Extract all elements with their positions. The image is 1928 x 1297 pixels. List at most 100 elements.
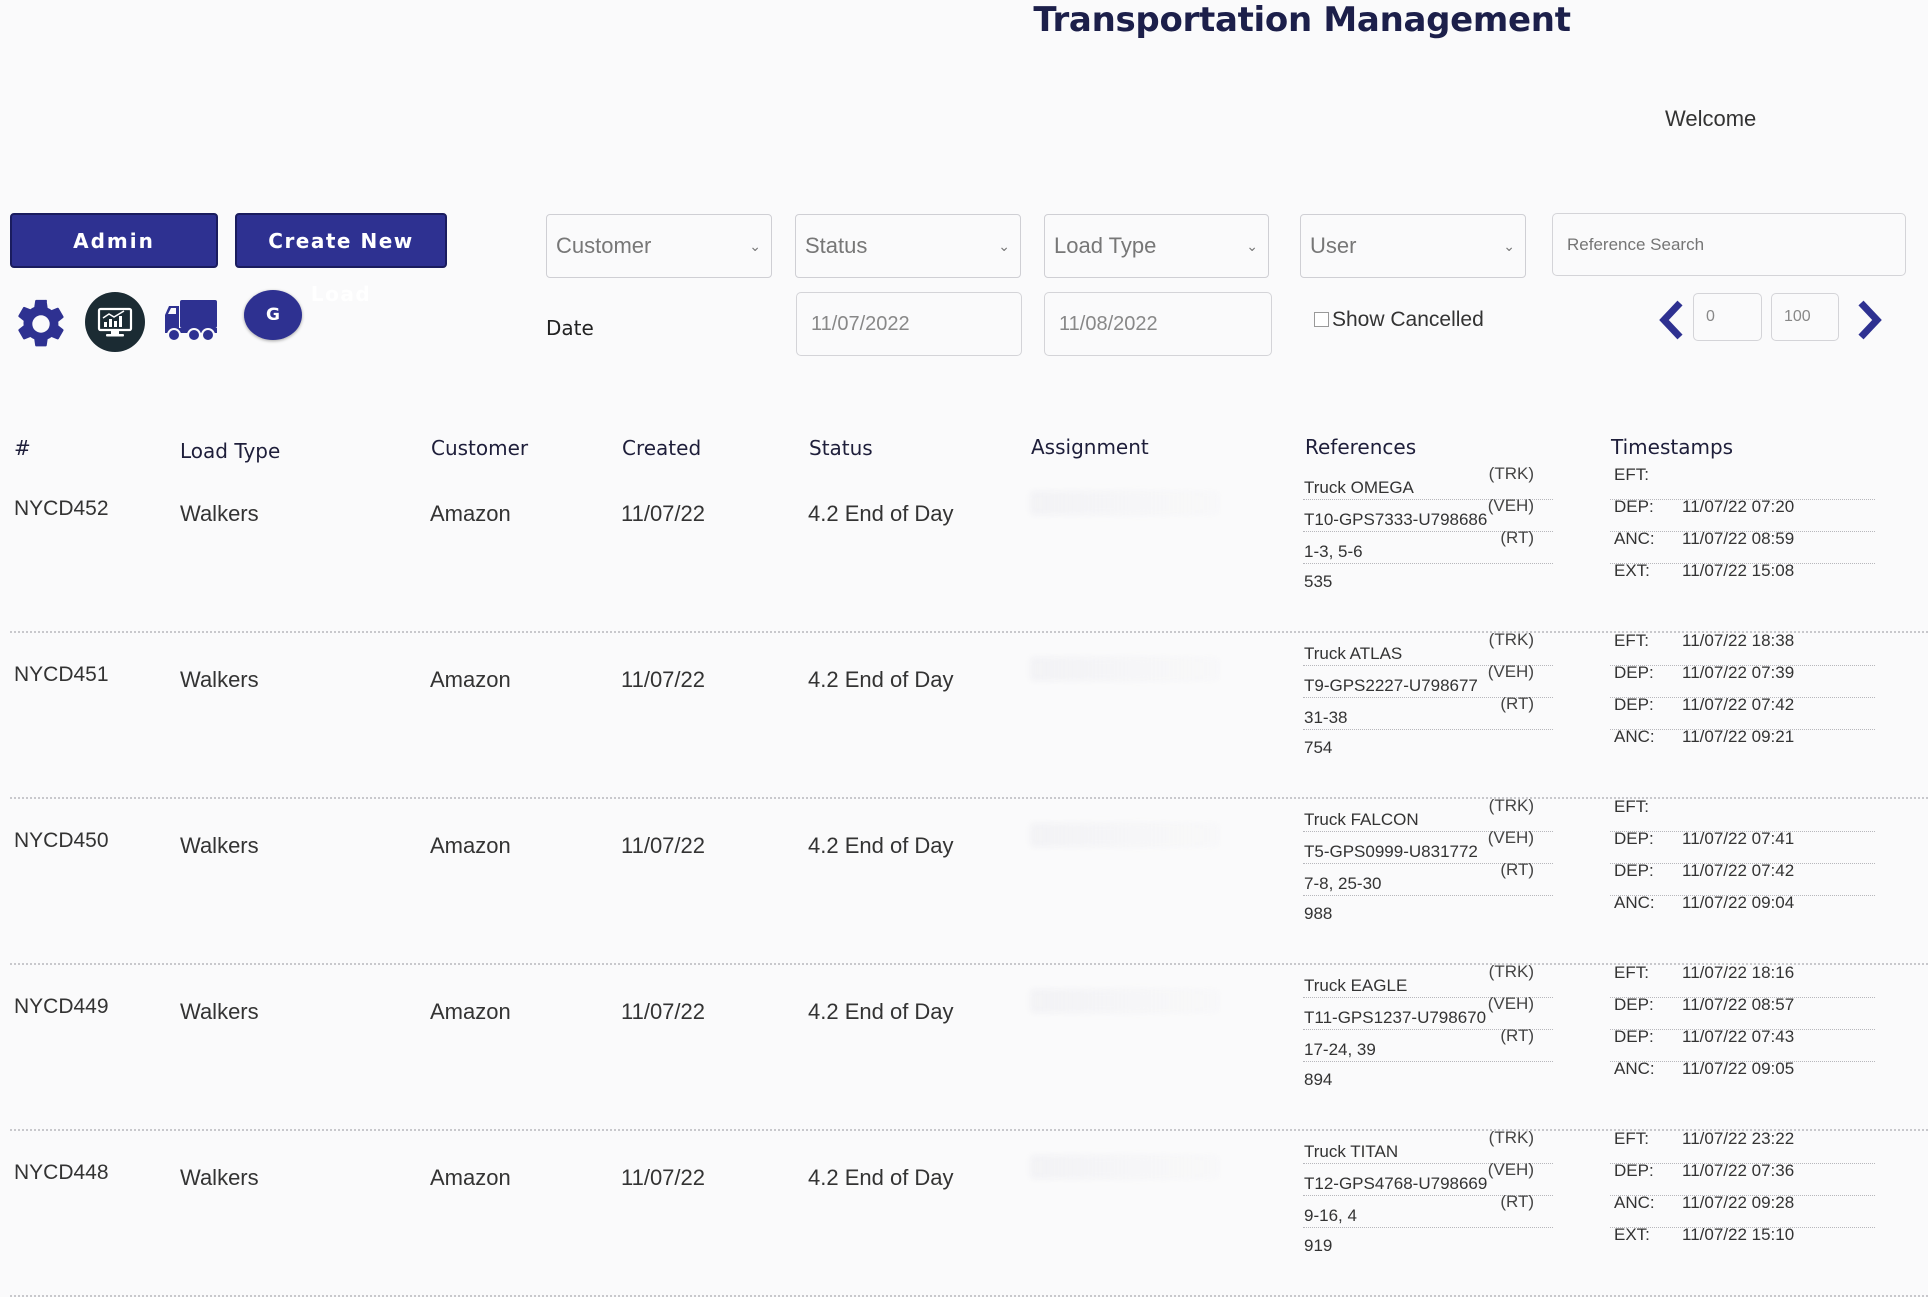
reference-line: T11-GPS1237-U798670 (VEH) [1303,994,1553,1030]
reference-tag: (VEH) [1487,1160,1534,1179]
reference-value: 9-16, 4 [1304,1206,1357,1225]
row-load-type: Walkers [180,999,259,1024]
row-customer: Amazon [430,501,511,526]
reference-line: 31-38 (RT) [1303,694,1553,730]
row-divider [10,797,1928,799]
admin-button[interactable]: Admin [10,213,218,268]
timestamp-value: 11/07/22 15:08 [1682,561,1795,580]
table-row[interactable]: NYCD448 Walkers Amazon 11/07/22 4.2 End of D… [0,1128,1928,1297]
create-new-load-button[interactable]: Create New Load [235,213,447,306]
chevron-left-icon[interactable] [1656,298,1686,342]
row-status: 4.2 End of Day [808,999,954,1024]
row-status: 4.2 End of Day [808,1165,954,1190]
row-customer: Amazon [430,833,511,858]
timestamp-line: ANC: 11/07/22 08:59 [1610,529,1875,564]
table-row[interactable]: NYCD449 Walkers Amazon 11/07/22 4.2 End of D… [0,962,1928,1131]
reference-line: 7-8, 25-30 (RT) [1303,860,1553,896]
reference-value: 17-24, 39 [1304,1040,1376,1059]
page-start-input[interactable] [1693,293,1762,341]
chevron-down-icon: ⌄ [1246,238,1258,254]
timestamp-line: ANC: 11/07/22 09:28 [1610,1193,1875,1228]
row-id[interactable]: NYCD448 [14,1161,109,1184]
reference-line: T12-GPS4768-U798669 (VEH) [1303,1160,1553,1196]
customer-select-label: Customer [556,233,652,258]
reference-tag: (TRK) [1488,464,1534,483]
reference-value: Truck EAGLE [1304,976,1408,995]
timestamp-value: 11/07/22 09:28 [1682,1193,1795,1212]
reference-value: Truck ATLAS [1304,644,1403,663]
reference-tag: (RT) [1500,694,1534,713]
reference-value: T10-GPS7333-U798686 [1304,510,1488,529]
timestamp-value: 11/07/22 07:39 [1682,663,1795,682]
row-assignment-redacted [1030,1155,1220,1179]
reference-value: T12-GPS4768-U798669 [1304,1174,1488,1193]
welcome-text: Welcome [1665,106,1757,131]
timestamp-key: EXT: [1614,1225,1650,1244]
chevron-right-icon[interactable] [1855,298,1885,342]
header-id: # [14,436,31,460]
load-type-select[interactable]: Load Type ⌄ [1044,214,1269,278]
date-from-input[interactable] [796,292,1022,356]
gear-icon[interactable] [12,295,70,353]
row-id[interactable]: NYCD450 [14,829,109,852]
reference-line: Truck TITAN (TRK) [1303,1128,1553,1164]
reference-line: Truck OMEGA (TRK) [1303,464,1553,500]
reference-line: Truck FALCON (TRK) [1303,796,1553,832]
status-select[interactable]: Status ⌄ [795,214,1021,278]
timestamp-line: ANC: 11/07/22 09:21 [1610,727,1875,761]
load-type-select-label: Load Type [1054,233,1157,258]
reference-line: T5-GPS0999-U831772 (VEH) [1303,828,1553,864]
timestamp-key: DEP: [1614,829,1654,848]
timestamp-key: ANC: [1614,893,1655,912]
timestamp-key: EFT: [1614,631,1649,650]
row-load-type: Walkers [180,667,259,692]
reference-extra: 894 [1304,1070,1333,1089]
user-avatar-button[interactable]: G [244,290,302,340]
customer-select[interactable]: Customer ⌄ [546,214,772,278]
show-cancelled-checkbox[interactable] [1314,312,1329,327]
row-divider [10,963,1928,965]
reference-tag: (TRK) [1488,796,1534,815]
reference-value: 7-8, 25-30 [1304,874,1382,893]
date-to-input[interactable] [1044,292,1272,356]
reference-search-input[interactable] [1552,213,1906,276]
row-status: 4.2 End of Day [808,667,954,692]
table-row[interactable]: NYCD452 Walkers Amazon 11/07/22 4.2 End of D… [0,464,1928,633]
table-row[interactable]: NYCD450 Walkers Amazon 11/07/22 4.2 End of D… [0,796,1928,965]
chevron-down-icon: ⌄ [1503,238,1515,254]
row-created: 11/07/22 [621,501,706,526]
row-id[interactable]: NYCD449 [14,995,109,1018]
header-load-type: Load Type [180,439,281,463]
reference-tag: (TRK) [1488,962,1534,981]
reference-value: Truck OMEGA [1304,478,1414,497]
reference-value: 31-38 [1304,708,1348,727]
reference-value: Truck FALCON [1304,810,1419,829]
timestamp-value: 11/07/22 15:10 [1682,1225,1795,1244]
row-id[interactable]: NYCD451 [14,663,109,686]
reference-line: T9-GPS2227-U798677 (VEH) [1303,662,1553,698]
row-status: 4.2 End of Day [808,501,954,526]
timestamp-line: EFT: 11/07/22 18:16 [1610,963,1875,998]
page-size-input[interactable] [1771,293,1839,341]
show-cancelled-toggle[interactable]: Show Cancelled [1314,308,1484,332]
monitor-chart-icon[interactable] [84,291,146,353]
timestamp-value: 11/07/22 09:04 [1682,893,1795,912]
reference-value: T11-GPS1237-U798670 [1304,1008,1487,1027]
header-status: Status [809,436,873,460]
table-row[interactable]: NYCD451 Walkers Amazon 11/07/22 4.2 End of D… [0,630,1928,799]
row-assignment-redacted [1030,657,1220,681]
show-cancelled-label: Show Cancelled [1332,308,1484,331]
user-select[interactable]: User ⌄ [1300,214,1526,278]
row-id[interactable]: NYCD452 [14,497,109,520]
timestamp-value: 11/07/22 09:05 [1682,1059,1795,1078]
truck-icon[interactable] [164,297,218,343]
timestamp-line: EFT: [1610,797,1875,832]
reference-tag: (RT) [1500,1026,1534,1045]
user-select-label: User [1310,233,1357,258]
timestamp-value: 11/07/22 07:42 [1682,695,1795,714]
timestamp-line: ANC: 11/07/22 09:05 [1610,1059,1875,1093]
row-load-type: Walkers [180,501,259,526]
timestamp-line: EFT: [1610,465,1875,500]
reference-tag: (TRK) [1488,630,1534,649]
reference-line: 1-3, 5-6 (RT) [1303,528,1553,564]
